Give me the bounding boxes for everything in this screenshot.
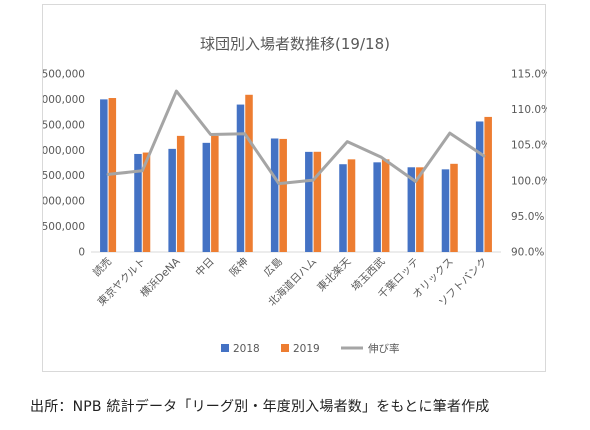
- bar-2018-4: [236, 104, 245, 252]
- bar-2019-4: [245, 94, 253, 252]
- legend-label: 伸び率: [368, 342, 400, 355]
- bar-2018-0: [100, 99, 108, 253]
- y2-tick-label: 100.0%: [511, 175, 547, 187]
- bar-2019-3: [211, 135, 219, 252]
- bar-2018-6: [305, 151, 313, 252]
- bar-2018-3: [202, 142, 211, 252]
- y-tick-label: 2,000,000: [43, 145, 85, 157]
- y-tick-label: 1,000,000: [43, 196, 85, 208]
- x-tick-label: 阪神: [227, 255, 251, 279]
- y2-tick-label: 110.0%: [511, 104, 547, 116]
- bar-2018-7: [339, 164, 347, 252]
- combo-chart: 球団別入場者数推移(19/18) 0 500,000 1,000,000 1,500,…: [43, 35, 547, 355]
- legend-label: 2018: [233, 343, 260, 355]
- bar-2019-1: [142, 152, 151, 252]
- bar-2019-7: [347, 159, 356, 252]
- bar-2018-10: [441, 169, 450, 252]
- x-tick-label: 東北楽天: [314, 255, 353, 294]
- legend-swatch-2019: [281, 344, 289, 352]
- y2-tick-label: 115.0%: [511, 69, 547, 81]
- bar-2019-8: [381, 159, 390, 252]
- y-tick-label: 2,500,000: [43, 119, 85, 131]
- y-tick-label: 500,000: [43, 221, 85, 233]
- chart-title: 球団別入場者数推移(19/18): [200, 35, 390, 53]
- y2-tick-label: 90.0%: [511, 247, 544, 259]
- bar-2018-11: [475, 121, 484, 252]
- bar-2018-8: [373, 162, 381, 252]
- bar-2019-5: [279, 138, 287, 252]
- bar-2019-11: [484, 116, 492, 252]
- x-tick-label: 読売: [90, 255, 114, 279]
- x-tick-label: 中日: [193, 255, 217, 279]
- y-tick-label: 0: [78, 247, 85, 259]
- legend-swatch-2018: [221, 344, 229, 352]
- y-tick-label: 3,500,000: [43, 69, 85, 81]
- bar-2018-1: [134, 153, 142, 252]
- bar-2019-2: [176, 135, 185, 252]
- y2-tick-label: 95.0%: [511, 211, 544, 223]
- x-tick-label: 広島: [261, 255, 285, 279]
- y-tick-label: 3,000,000: [43, 94, 85, 106]
- bar-2019-10: [450, 163, 458, 252]
- bar-2019-6: [313, 151, 322, 252]
- source-note: 出所：NPB 統計データ「リーグ別・年度別入場者数」をもとに筆者作成: [30, 399, 490, 415]
- bar-2018-2: [168, 148, 176, 252]
- growth-rate-line: [106, 89, 486, 186]
- chart-frame: 球団別入場者数推移(19/18) 0 500,000 1,000,000 1,500,…: [42, 4, 547, 372]
- legend-label: 2019: [293, 343, 320, 355]
- y-tick-label: 1,500,000: [43, 170, 85, 182]
- bar-2019-9: [416, 167, 424, 252]
- bar-2018-9: [407, 167, 416, 252]
- bar-2018-5: [270, 138, 279, 252]
- y2-tick-label: 105.0%: [511, 140, 547, 152]
